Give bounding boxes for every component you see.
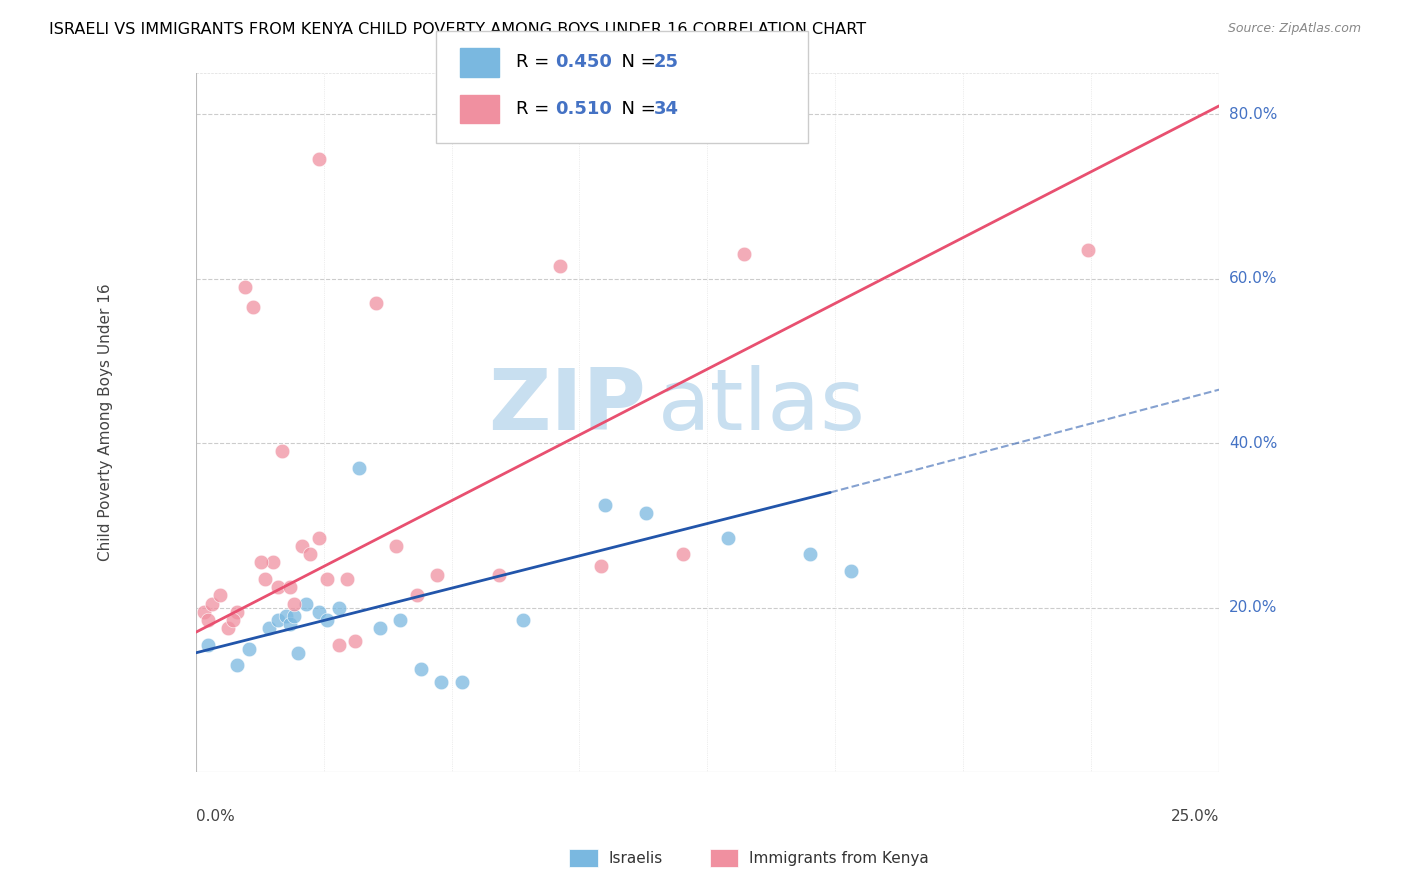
Point: [426, 567, 449, 582]
Point: [799, 547, 821, 561]
Text: 80.0%: 80.0%: [1229, 107, 1278, 121]
Point: [308, 531, 330, 545]
Point: [283, 597, 305, 611]
Text: Child Poverty Among Boys Under 16: Child Poverty Among Boys Under 16: [98, 284, 112, 561]
Point: [238, 641, 260, 656]
Point: [270, 444, 292, 458]
Point: [217, 621, 239, 635]
Text: Source: ZipAtlas.com: Source: ZipAtlas.com: [1227, 22, 1361, 36]
Point: [593, 498, 616, 512]
Point: [266, 613, 288, 627]
Point: [308, 605, 330, 619]
Point: [733, 247, 755, 261]
Point: [201, 597, 224, 611]
Point: [221, 613, 243, 627]
Point: [197, 613, 219, 627]
Point: [225, 658, 247, 673]
Point: [274, 608, 297, 623]
Point: [259, 621, 281, 635]
Text: ZIP: ZIP: [488, 365, 645, 448]
Point: [328, 600, 350, 615]
Point: [266, 580, 288, 594]
Point: [344, 633, 367, 648]
Text: 25.0%: 25.0%: [1171, 809, 1219, 824]
Text: Israelis: Israelis: [609, 851, 664, 865]
Point: [672, 547, 695, 561]
Point: [193, 605, 215, 619]
Point: [430, 674, 453, 689]
Text: 0.0%: 0.0%: [195, 809, 235, 824]
Point: [291, 539, 314, 553]
Point: [278, 580, 301, 594]
Point: [315, 613, 337, 627]
Text: 0.510: 0.510: [555, 100, 612, 118]
Point: [254, 572, 277, 586]
Point: [389, 613, 412, 627]
Point: [450, 674, 472, 689]
Point: [839, 564, 862, 578]
Point: [488, 567, 510, 582]
Point: [368, 621, 391, 635]
Point: [263, 555, 285, 569]
Point: [233, 280, 256, 294]
Point: [209, 588, 232, 602]
Text: 40.0%: 40.0%: [1229, 435, 1278, 450]
Point: [242, 301, 264, 315]
Point: [283, 608, 305, 623]
Text: atlas: atlas: [658, 365, 866, 448]
Point: [315, 572, 337, 586]
Text: 60.0%: 60.0%: [1229, 271, 1278, 286]
Point: [328, 638, 350, 652]
Text: ISRAELI VS IMMIGRANTS FROM KENYA CHILD POVERTY AMONG BOYS UNDER 16 CORRELATION C: ISRAELI VS IMMIGRANTS FROM KENYA CHILD P…: [49, 22, 866, 37]
Point: [278, 617, 301, 632]
Point: [197, 638, 219, 652]
Point: [295, 597, 318, 611]
Point: [250, 555, 273, 569]
Point: [405, 588, 427, 602]
Text: N =: N =: [610, 100, 662, 118]
Point: [225, 605, 247, 619]
Text: 20.0%: 20.0%: [1229, 600, 1278, 615]
Point: [1077, 243, 1099, 257]
Text: R =: R =: [516, 100, 555, 118]
Text: 34: 34: [654, 100, 679, 118]
Text: 25: 25: [654, 54, 679, 71]
Point: [589, 559, 612, 574]
Point: [349, 460, 371, 475]
Point: [287, 646, 309, 660]
Point: [512, 613, 534, 627]
Point: [336, 572, 359, 586]
Point: [409, 662, 432, 676]
Point: [308, 153, 330, 167]
Text: 0.450: 0.450: [555, 54, 612, 71]
Point: [717, 531, 740, 545]
Point: [385, 539, 408, 553]
Point: [548, 260, 571, 274]
Point: [634, 506, 657, 520]
Text: N =: N =: [610, 54, 662, 71]
Point: [299, 547, 322, 561]
Text: Immigrants from Kenya: Immigrants from Kenya: [749, 851, 929, 865]
Point: [364, 296, 387, 310]
Text: R =: R =: [516, 54, 555, 71]
